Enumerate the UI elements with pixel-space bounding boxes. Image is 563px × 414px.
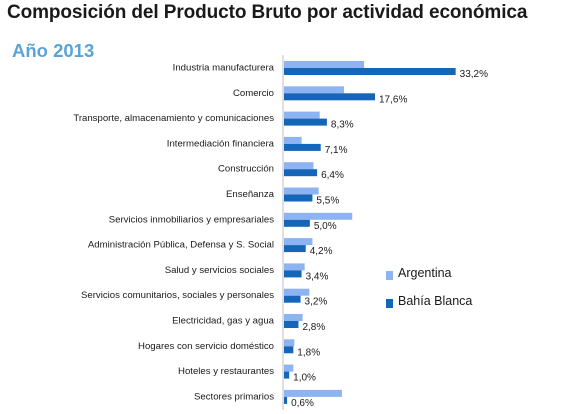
category-label-salud-y-servicios-sociales: Salud y servicios sociales <box>165 265 275 276</box>
bar-argentina-hoteles-y-restaurantes <box>284 364 294 372</box>
bar-bahia-blanca-intermediacion-financiera <box>284 143 321 151</box>
value-label-servicios-comunitarios-sociales-y-personales: 3,2% <box>305 297 328 308</box>
bar-bahia-blanca-salud-y-servicios-sociales <box>284 270 302 278</box>
category-label-comercio: Comercio <box>233 88 274 99</box>
category-label-servicios-inmobiliarios-y-empresariales: Servicios inmobiliarios y empresariales <box>109 214 274 225</box>
bar-argentina-servicios-inmobiliarios-y-empresariales <box>284 212 353 220</box>
bar-argentina-salud-y-servicios-sociales <box>284 263 305 271</box>
legend: Argentina Bahía Blanca <box>386 266 536 322</box>
bar-bahia-blanca-hogares-con-servicio-domestico <box>284 346 294 354</box>
value-label-comercio: 17,6% <box>379 94 407 105</box>
bar-argentina-construccion <box>284 162 314 170</box>
legend-item-bahia-blanca: Bahía Blanca <box>386 294 536 314</box>
bar-bahia-blanca-hoteles-y-restaurantes <box>284 371 290 379</box>
category-label-intermediacion-financiera: Intermediación financiera <box>167 138 275 149</box>
bar-argentina-comercio <box>284 86 344 94</box>
bar-bahia-blanca-ensenanza <box>284 194 313 202</box>
legend-label-bahia-blanca: Bahía Blanca <box>398 294 473 308</box>
value-label-transporte-almacenamiento-y-comunicaciones: 8,3% <box>331 120 354 131</box>
category-label-industria-manufacturera: Industria manufacturera <box>173 63 275 74</box>
legend-item-argentina: Argentina <box>386 266 536 286</box>
category-label-hogares-con-servicio-domestico: Hogares con servicio doméstico <box>138 341 274 352</box>
bar-bahia-blanca-electricidad-gas-y-agua <box>284 321 299 328</box>
category-label-hoteles-y-restaurantes: Hoteles y restaurantes <box>178 366 274 377</box>
value-label-industria-manufacturera: 33,2% <box>460 69 488 80</box>
value-label-servicios-inmobiliarios-y-empresariales: 5,0% <box>314 221 337 232</box>
legend-swatch-argentina <box>386 271 393 280</box>
value-label-ensenanza: 5,5% <box>316 196 339 207</box>
bar-argentina-transporte-almacenamiento-y-comunicaciones <box>284 111 320 119</box>
bar-bahia-blanca-construccion <box>284 169 318 177</box>
bar-argentina-electricidad-gas-y-agua <box>284 314 303 321</box>
legend-label-argentina: Argentina <box>398 266 452 280</box>
bar-bahia-blanca-comercio <box>284 93 375 101</box>
value-label-hoteles-y-restaurantes: 1,0% <box>293 373 316 384</box>
category-label-sectores-primarios: Sectores primarios <box>194 391 274 402</box>
category-label-construccion: Construcción <box>218 164 274 175</box>
category-label-electricidad-gas-y-agua: Electricidad, gas y agua <box>172 316 275 327</box>
value-label-sectores-primarios: 0,6% <box>291 398 314 409</box>
bar-bahia-blanca-transporte-almacenamiento-y-comunicaciones <box>284 118 327 126</box>
bar-bahia-blanca-administracion-publica-defensa-y-s-social <box>284 245 306 253</box>
value-label-intermediacion-financiera: 7,1% <box>325 145 348 156</box>
bar-argentina-servicios-comunitarios-sociales-y-personales <box>284 288 310 296</box>
bar-bahia-blanca-servicios-comunitarios-sociales-y-personales <box>284 295 301 303</box>
bar-bahia-blanca-servicios-inmobiliarios-y-empresariales <box>284 219 310 227</box>
category-label-transporte-almacenamiento-y-comunicaciones: Transporte, almacenamiento y comunicacio… <box>73 113 274 124</box>
category-label-servicios-comunitarios-sociales-y-personales: Servicios comunitarios, sociales y perso… <box>81 290 274 301</box>
bar-argentina-sectores-primarios <box>284 389 342 397</box>
value-label-administracion-publica-defensa-y-s-social: 4,2% <box>310 246 333 257</box>
bar-argentina-administracion-publica-defensa-y-s-social <box>284 238 313 246</box>
chart-subtitle: Año 2013 <box>12 40 95 61</box>
bar-bahia-blanca-sectores-primarios <box>284 396 288 404</box>
category-label-ensenanza: Enseñanza <box>226 189 275 200</box>
bar-argentina-hogares-con-servicio-domestico <box>284 339 295 347</box>
value-label-salud-y-servicios-sociales: 3,4% <box>306 271 329 282</box>
bar-argentina-intermediacion-financiera <box>284 136 302 144</box>
bar-argentina-industria-manufacturera <box>284 61 365 68</box>
value-label-hogares-con-servicio-domestico: 1,8% <box>297 347 320 358</box>
category-label-administracion-publica-defensa-y-s-social: Administración Pública, Defensa y S. Soc… <box>88 240 274 251</box>
bar-bahia-blanca-industria-manufacturera <box>284 68 456 75</box>
chart-title: Composición del Producto Bruto por activ… <box>7 2 528 23</box>
value-label-construccion: 6,4% <box>321 170 344 181</box>
bar-argentina-ensenanza <box>284 187 319 195</box>
legend-swatch-bahia-blanca <box>386 299 393 308</box>
value-label-electricidad-gas-y-agua: 2,8% <box>302 322 325 333</box>
